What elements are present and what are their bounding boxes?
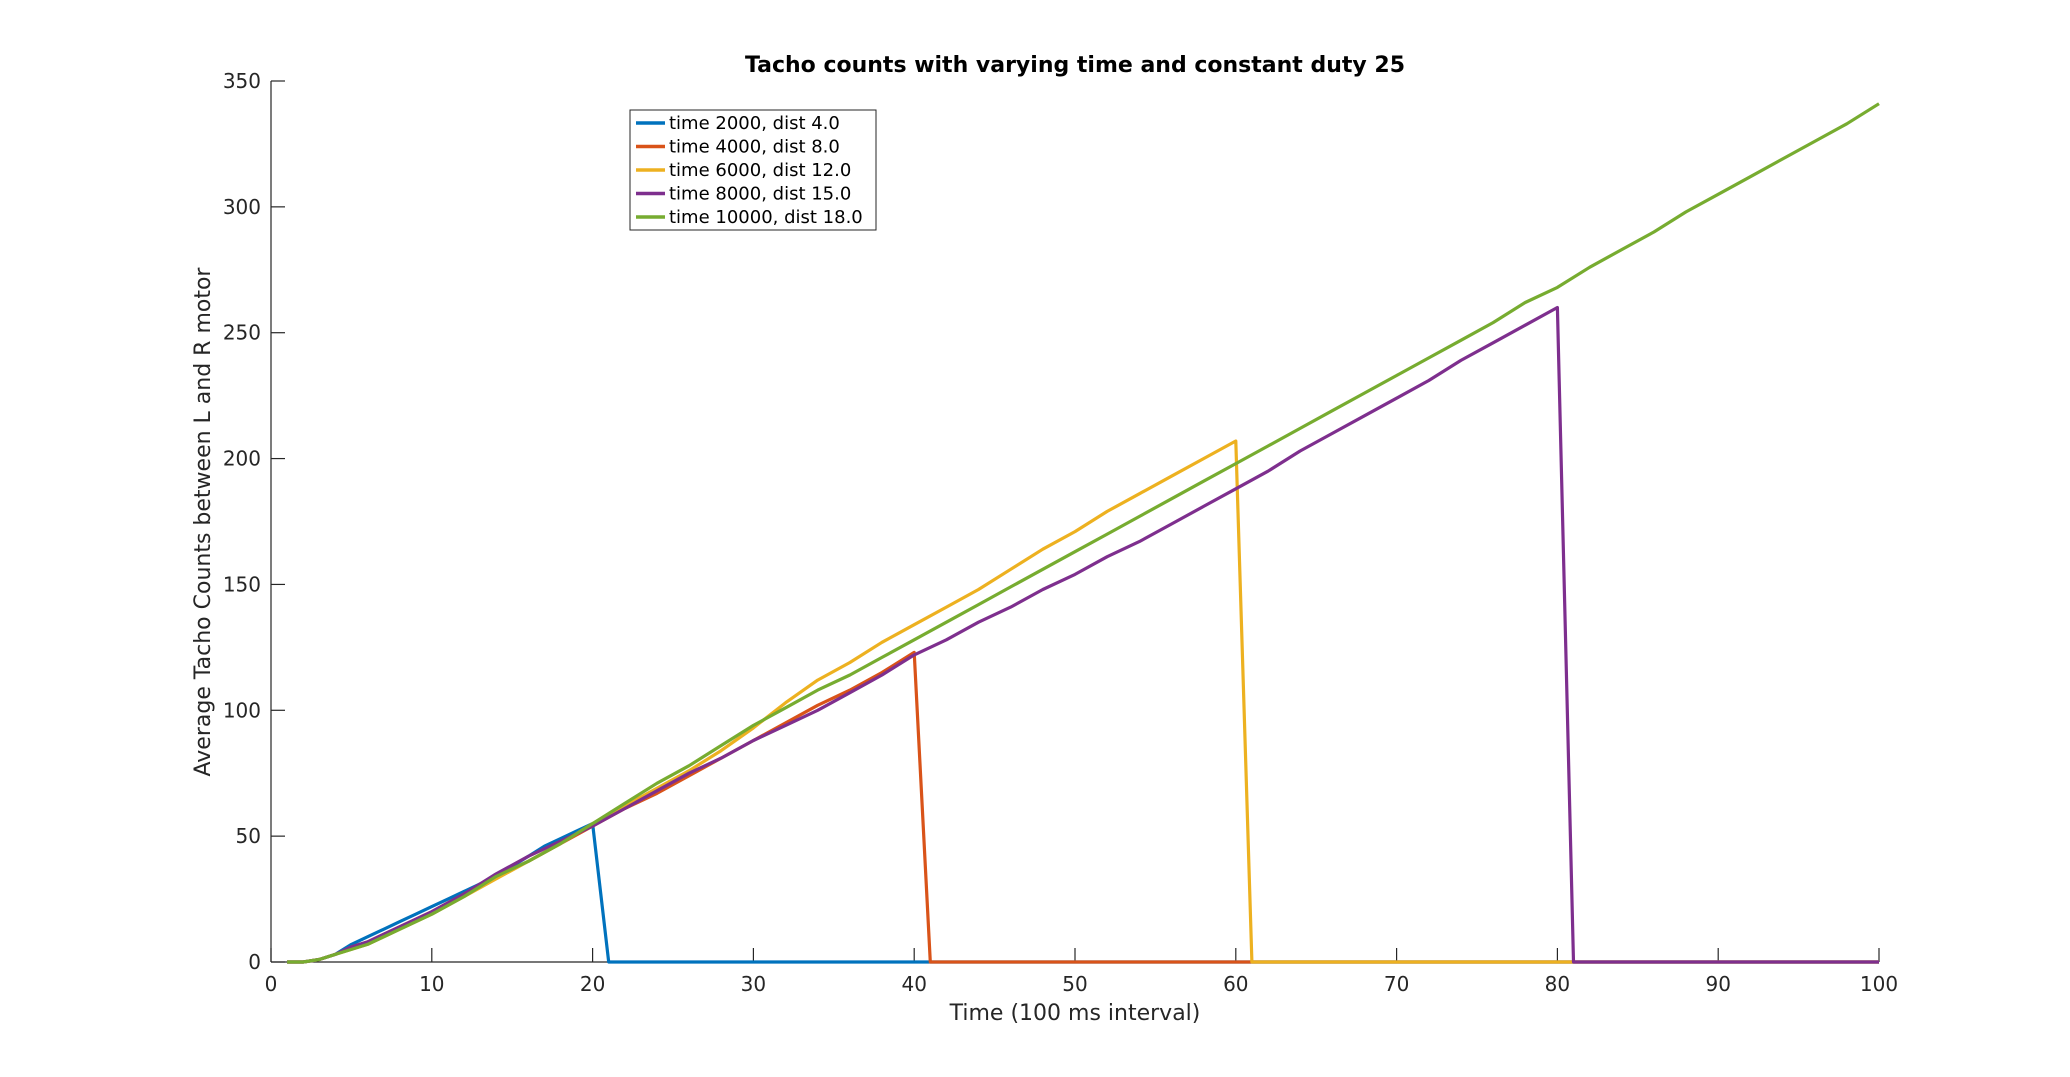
y-tick-label: 250 [223,321,261,345]
y-axis-label: Average Tacho Counts between L and R mot… [191,267,216,777]
x-tick-label: 30 [741,972,766,996]
x-tick-label: 90 [1705,972,1730,996]
x-axis-label: Time (100 ms interval) [949,1001,1201,1026]
y-ticks: 0 50 100 150 200 250 300 350 [223,69,285,974]
chart-title: Tacho counts with varying time and const… [745,53,1405,78]
x-tick-label: 10 [419,972,444,996]
y-tick-label: 150 [223,572,261,596]
legend-label: time 4000, dist 8.0 [669,137,840,158]
y-tick-label: 350 [223,69,261,93]
legend-label: time 2000, dist 4.0 [669,113,840,134]
x-tick-label: 20 [580,972,605,996]
x-ticks: 0 10 20 30 40 50 60 70 80 90 100 [265,948,1898,996]
legend-label: time 6000, dist 12.0 [669,160,851,181]
y-tick-label: 0 [248,950,261,974]
x-tick-label: 0 [265,972,278,996]
legend-label: time 10000, dist 18.0 [669,207,863,228]
legend-label: time 8000, dist 15.0 [669,184,851,205]
series-lines [287,102,1880,964]
x-tick-label: 100 [1860,972,1898,996]
x-tick-label: 60 [1223,972,1248,996]
y-tick-label: 100 [223,698,261,722]
x-tick-label: 50 [1062,972,1087,996]
x-tick-label: 40 [901,972,926,996]
legend-box [629,109,877,231]
series-line-4 [287,305,1879,964]
series-line-5 [287,102,1880,964]
x-tick-label: 70 [1384,972,1409,996]
y-tick-label: 200 [223,447,261,471]
y-tick-label: 300 [223,195,261,219]
y-tick-label: 50 [236,824,261,848]
x-tick-label: 80 [1545,972,1570,996]
